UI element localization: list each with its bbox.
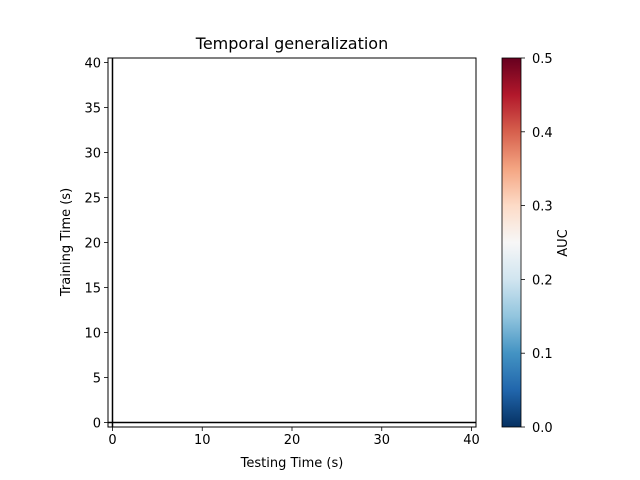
y-tick-label: 20 [84, 237, 101, 252]
colorbar-tick-label: 0.2 [532, 273, 553, 288]
y-axis-label: Training Time (s) [59, 188, 74, 297]
colorbar-tick-label: 0.1 [532, 347, 553, 362]
colorbar-label: AUC [556, 229, 571, 257]
x-tick-label: 40 [463, 433, 480, 448]
colorbar-tick-label: 0.4 [532, 126, 553, 141]
x-tick-label: 20 [284, 433, 301, 448]
y-tick-label: 10 [84, 327, 101, 342]
colorbar [501, 57, 522, 428]
colorbar-tick-label: 0.3 [532, 200, 553, 215]
y-tick-label: 0 [93, 417, 101, 432]
y-tick-label: 40 [84, 57, 101, 72]
y-tick-label: 25 [84, 192, 101, 207]
colorbar-tick-label: 0.0 [532, 421, 553, 436]
y-tick-label: 35 [84, 102, 101, 117]
colorbar-tick-label: 0.5 [532, 52, 553, 67]
x-tick-label: 30 [373, 433, 390, 448]
chart-title: Temporal generalization [195, 34, 388, 53]
y-tick-label: 30 [84, 147, 101, 162]
x-tick-label: 10 [194, 433, 211, 448]
y-tick-label: 15 [84, 282, 101, 297]
x-axis-label: Testing Time (s) [240, 456, 344, 471]
y-tick-label: 5 [93, 372, 101, 387]
heatmap-area [108, 58, 476, 427]
x-tick-label: 0 [108, 433, 116, 448]
